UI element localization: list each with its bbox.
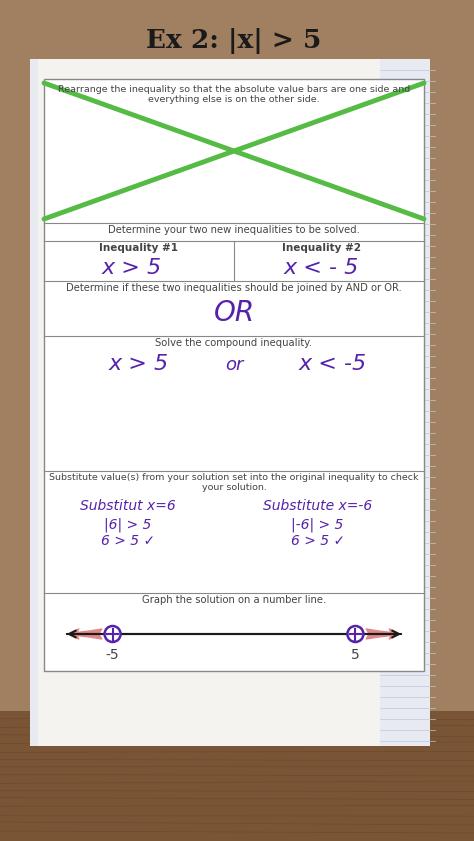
Text: Inequality #2: Inequality #2 [282,243,361,253]
Bar [44,79,424,671]
Bar [0,711,474,841]
Text: Determine if these two inequalities should be joined by AND or OR.: Determine if these two inequalities shou… [66,283,402,293]
Text: Ex 2: |x| > 5: Ex 2: |x| > 5 [146,28,322,54]
Bar [44,79,424,671]
Text: x < - 5: x < - 5 [284,258,359,278]
Text: x > 5: x > 5 [101,258,162,278]
Text: 5: 5 [351,648,360,662]
Text: -5: -5 [106,648,119,662]
Circle shape [347,626,364,642]
Text: Inequality #1: Inequality #1 [100,243,179,253]
Bar [30,59,38,746]
Text: |-6| > 5: |-6| > 5 [292,517,344,532]
Bar [38,59,430,746]
Text: |6| > 5: |6| > 5 [104,517,151,532]
Text: x > 5: x > 5 [109,354,169,374]
Text: or: or [225,356,243,374]
Text: Substitute x=-6: Substitute x=-6 [263,499,372,513]
Text: Substitute value(s) from your solution set into the original inequality to check: Substitute value(s) from your solution s… [49,473,419,492]
Text: Solve the compound inequality.: Solve the compound inequality. [155,338,312,348]
Text: 6 > 5 ✓: 6 > 5 ✓ [100,534,155,548]
Text: Substitut x=6: Substitut x=6 [80,499,175,513]
Text: OR: OR [213,299,255,327]
Bar [380,59,430,746]
Text: x < -5: x < -5 [299,354,367,374]
Text: Graph the solution on a number line.: Graph the solution on a number line. [142,595,326,605]
Text: 6 > 5 ✓: 6 > 5 ✓ [291,534,345,548]
Circle shape [105,626,120,642]
Text: Rearrange the inequality so that the absolute value bars are one side and
everyt: Rearrange the inequality so that the abs… [58,85,410,104]
Text: Determine your two new inequalities to be solved.: Determine your two new inequalities to b… [108,225,360,235]
